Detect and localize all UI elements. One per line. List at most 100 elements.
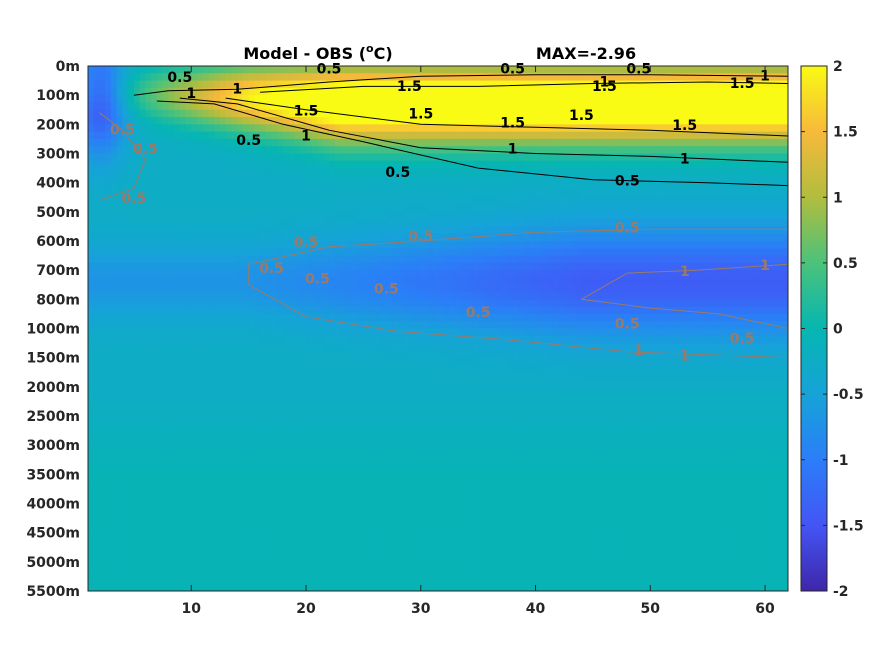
field-cell	[295, 394, 301, 402]
field-cell	[432, 511, 438, 519]
field-cell	[432, 190, 438, 198]
field-cell	[427, 525, 433, 533]
field-cell	[386, 387, 392, 395]
field-cell	[455, 496, 461, 504]
field-cell	[438, 321, 444, 329]
field-cell	[335, 460, 341, 468]
field-cell	[191, 467, 197, 475]
field-cell	[186, 190, 192, 198]
field-cell	[323, 350, 329, 358]
field-cell	[243, 190, 249, 198]
field-cell	[186, 518, 192, 526]
field-cell	[346, 139, 352, 147]
field-cell	[352, 146, 358, 154]
field-cell	[438, 307, 444, 315]
field-cell	[105, 102, 111, 110]
field-cell	[197, 584, 203, 592]
field-cell	[214, 460, 220, 468]
field-cell	[369, 219, 375, 227]
field-cell	[352, 175, 358, 183]
field-cell	[157, 110, 163, 118]
field-cell	[358, 452, 364, 460]
field-cell	[243, 307, 249, 315]
field-cell	[352, 555, 358, 563]
field-cell	[191, 234, 197, 242]
field-cell	[323, 110, 329, 118]
field-cell	[272, 518, 278, 526]
field-cell	[174, 358, 180, 366]
field-cell	[145, 329, 151, 337]
field-cell	[208, 292, 214, 300]
field-cell	[444, 474, 450, 482]
field-cell	[358, 533, 364, 541]
field-cell	[99, 102, 105, 110]
field-cell	[346, 496, 352, 504]
field-cell	[208, 562, 214, 570]
field-cell	[438, 372, 444, 380]
field-cell	[111, 358, 117, 366]
field-cell	[157, 117, 163, 125]
field-cell	[352, 533, 358, 541]
field-cell	[312, 161, 318, 169]
field-cell	[375, 423, 381, 431]
field-cell	[260, 576, 266, 584]
field-cell	[243, 219, 249, 227]
field-cell	[472, 110, 478, 118]
field-cell	[214, 102, 220, 110]
field-cell	[329, 525, 335, 533]
field-cell	[94, 88, 100, 96]
field-cell	[404, 372, 410, 380]
field-cell	[415, 292, 421, 300]
field-cell	[180, 219, 186, 227]
field-cell	[197, 394, 203, 402]
field-cell	[220, 409, 226, 417]
field-cell	[386, 343, 392, 351]
field-cell	[358, 401, 364, 409]
field-cell	[220, 555, 226, 563]
field-cell	[283, 336, 289, 344]
field-cell	[272, 350, 278, 358]
field-cell	[381, 66, 387, 74]
field-cell	[461, 329, 467, 337]
field-cell	[174, 161, 180, 169]
field-cell	[432, 248, 438, 256]
field-cell	[208, 445, 214, 453]
field-cell	[157, 241, 163, 249]
field-cell	[180, 117, 186, 125]
field-cell	[197, 197, 203, 205]
field-cell	[272, 416, 278, 424]
field-cell	[157, 292, 163, 300]
field-cell	[381, 241, 387, 249]
field-cell	[312, 350, 318, 358]
field-cell	[134, 511, 140, 519]
field-cell	[300, 525, 306, 533]
field-cell	[404, 365, 410, 373]
field-cell	[369, 161, 375, 169]
field-cell	[111, 256, 117, 264]
field-cell	[214, 445, 220, 453]
field-cell	[214, 525, 220, 533]
field-cell	[99, 117, 105, 125]
field-cell	[323, 336, 329, 344]
field-cell	[421, 358, 427, 366]
field-cell	[157, 343, 163, 351]
field-cell	[128, 525, 134, 533]
field-cell	[105, 88, 111, 96]
field-cell	[266, 132, 272, 140]
field-cell	[88, 533, 94, 541]
field-cell	[312, 292, 318, 300]
field-cell	[472, 168, 478, 176]
field-cell	[283, 270, 289, 278]
field-cell	[134, 431, 140, 439]
field-cell	[94, 431, 100, 439]
field-cell	[249, 533, 255, 541]
field-cell	[478, 263, 484, 271]
field-cell	[266, 234, 272, 242]
field-cell	[455, 401, 461, 409]
field-cell	[203, 387, 209, 395]
field-cell	[369, 489, 375, 497]
field-cell	[163, 329, 169, 337]
field-cell	[214, 584, 220, 592]
field-cell	[312, 307, 318, 315]
field-cell	[409, 277, 415, 285]
